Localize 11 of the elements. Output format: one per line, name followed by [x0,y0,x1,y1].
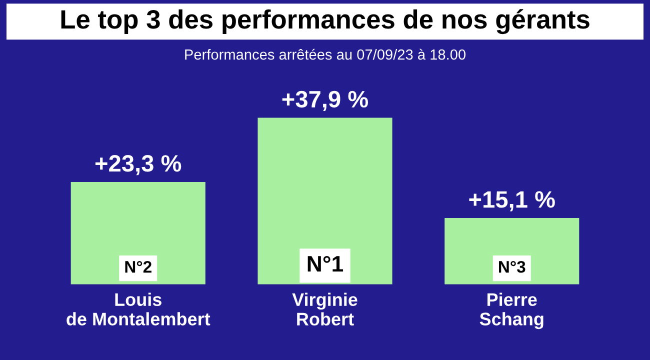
x-tick-label: Virginie Robert [292,292,358,326]
data-label: +15,1 % [469,191,555,212]
annotation: N°1 [308,256,344,272]
x-tick-label: Pierre Schang [480,292,544,330]
chart-title: Le top 3 des performances de nos gérants [61,9,590,34]
data-label: +23,3 % [95,155,182,176]
chart-subtitle: Performances arrêtées au 07/09/23 à 18.00 [185,48,466,60]
annotation: N°3 [499,260,526,273]
x-tick-label: Louis de Montalembert [66,292,210,326]
data-label: +37,9 % [282,90,368,111]
annotation: N°2 [125,260,152,273]
